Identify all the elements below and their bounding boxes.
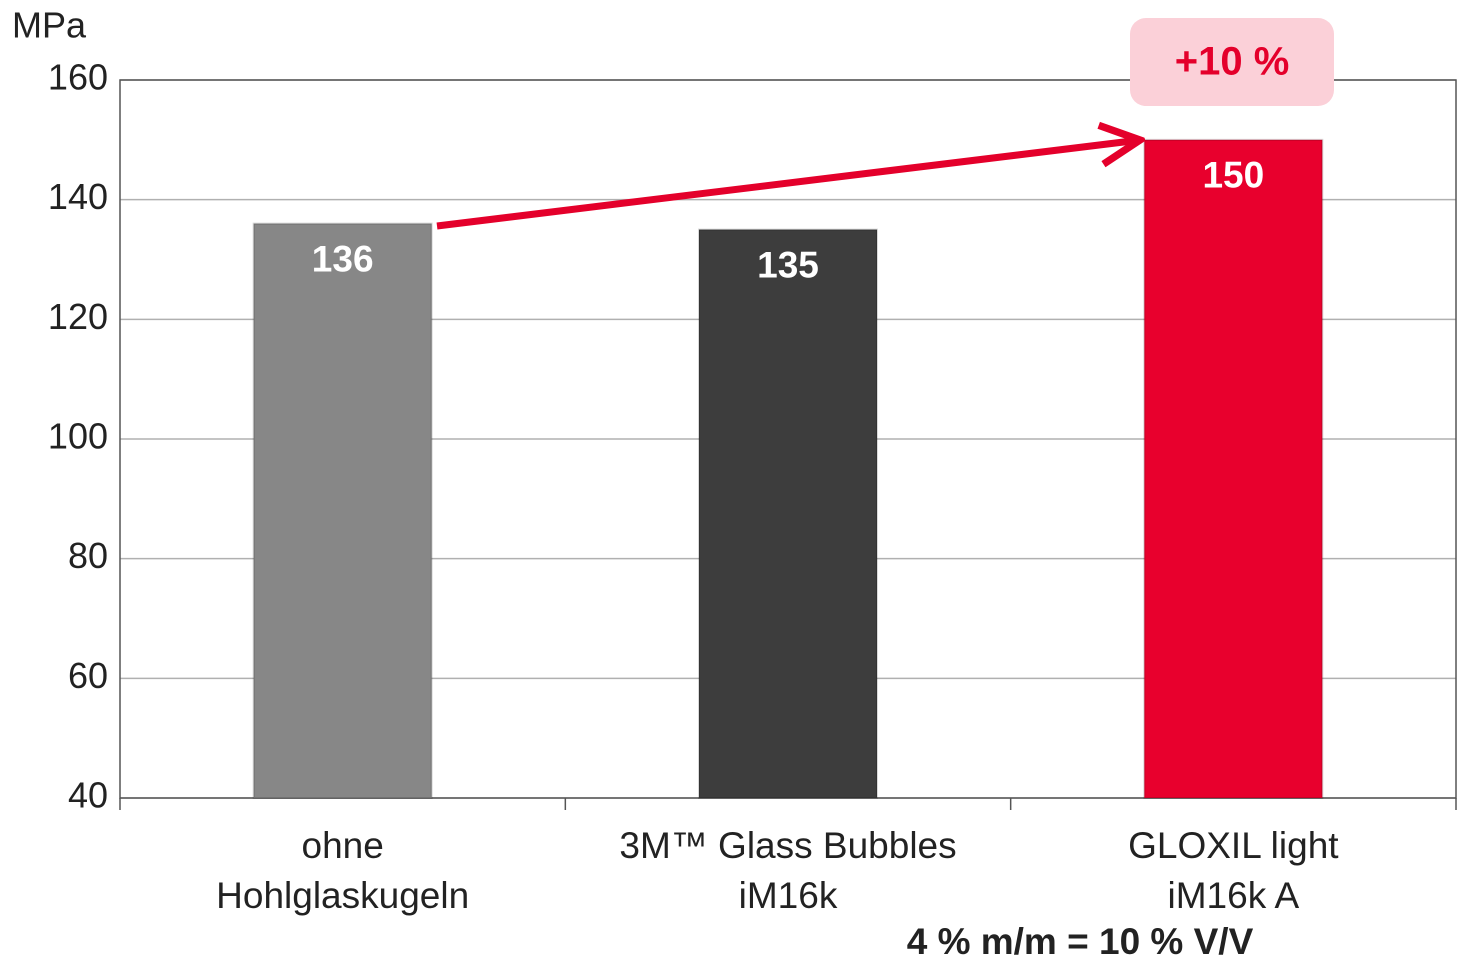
y-tick-label: 100 (48, 416, 108, 457)
bar (1143, 138, 1324, 800)
annotation: +10 % (1175, 40, 1290, 84)
note: 4 % m/m = 10 % V/V (907, 921, 1254, 962)
y-tick-label: 80 (68, 535, 108, 576)
y-tick-label: 60 (68, 655, 108, 696)
arrow (436, 140, 1140, 230)
annotation-box (1130, 18, 1334, 106)
x-tick-label: ohne Hohlglaskugeln (216, 825, 469, 916)
x-tick-label: 3M™ Glass Bubbles iM16k (619, 825, 956, 916)
y-tick-label: 40 (68, 775, 108, 816)
plot-area: 40 60 80 100 120 140 160 ohne Hohlglaskugeln 136 3… (48, 57, 1457, 916)
value-label: 136 (312, 238, 374, 279)
value-label: 150 (1202, 155, 1264, 196)
bar (252, 222, 433, 800)
y-tick-label: 160 (48, 57, 108, 98)
y-tick-label: 140 (48, 176, 108, 217)
x-tick-label: GLOXIL light iM16k A (1128, 825, 1339, 916)
y-tick-label: 120 (48, 296, 108, 337)
value-label: 135 (757, 244, 819, 285)
bar (698, 228, 878, 800)
y-axis-label: MPa (12, 5, 87, 46)
